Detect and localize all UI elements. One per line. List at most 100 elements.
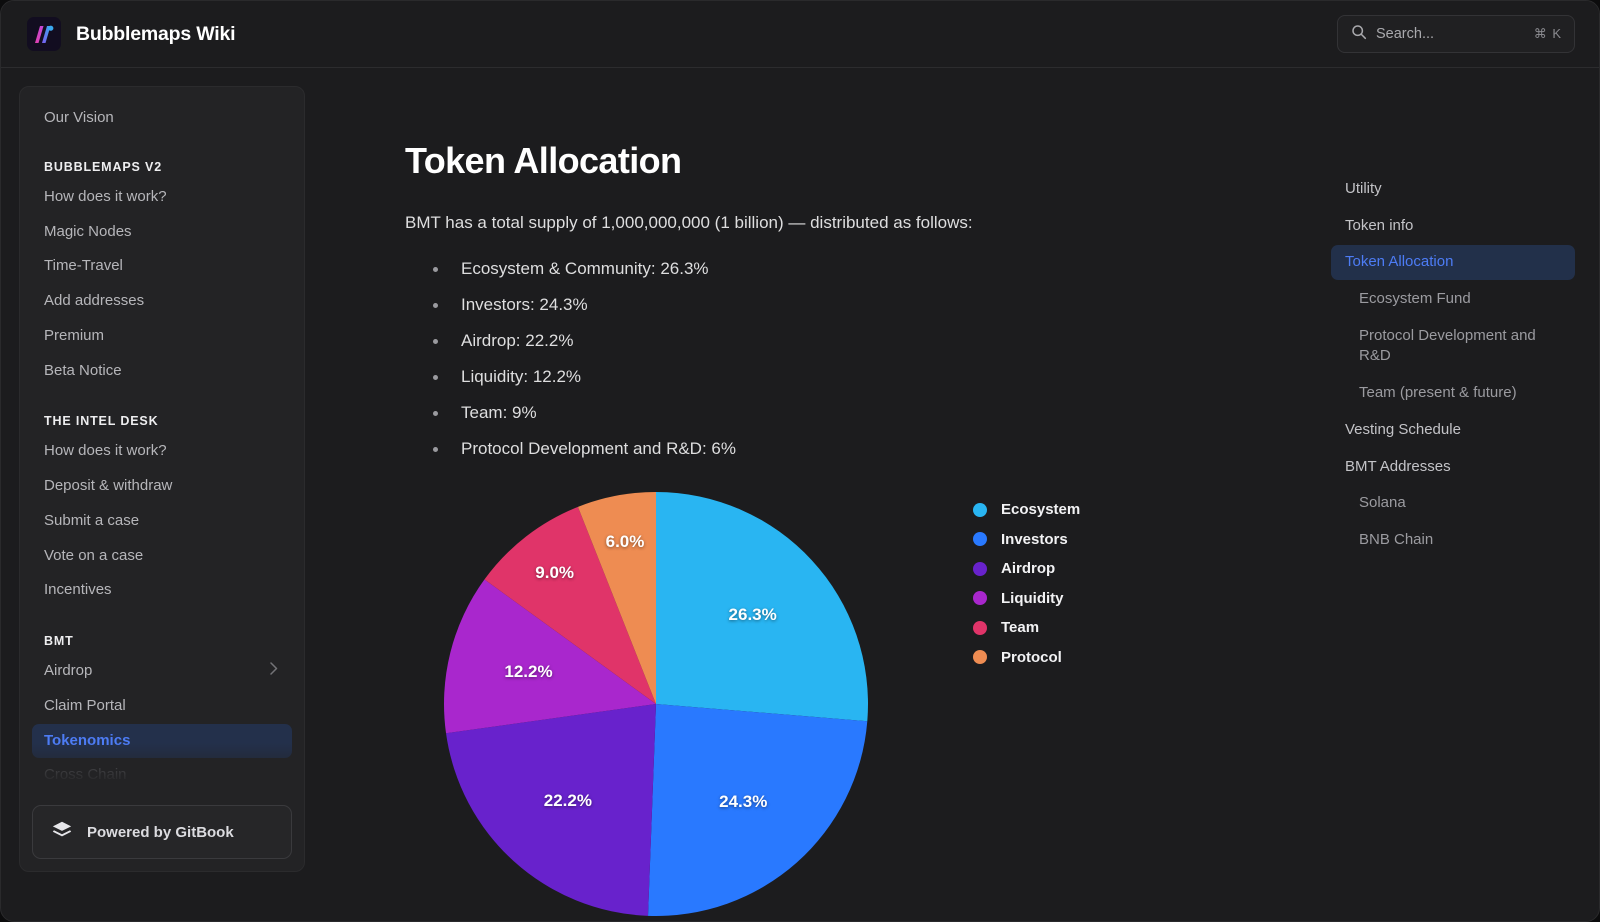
sidebar-panel: Our Vision BUBBLEMAPS V2 How does it work?… [19, 86, 305, 872]
intro-paragraph: BMT has a total supply of 1,000,000,000 … [405, 213, 973, 232]
pie-chart: 26.3% 24.3% 22.2% 12.2% 9.0% 6.0% [441, 489, 871, 919]
legend-label: Investors [1001, 530, 1068, 548]
toc-item-solana[interactable]: Solana [1359, 494, 1406, 512]
search-placeholder: Search... [1376, 26, 1435, 42]
chart-area: 26.3% 24.3% 22.2% 12.2% 9.0% 6.0% Ecosystem In… [405, 489, 1331, 919]
left-sidebar: Our Vision BUBBLEMAPS V2 How does it work?… [1, 68, 317, 921]
sidebar-group-bubblemaps-v2: BUBBLEMAPS V2 [44, 159, 163, 174]
legend-label: Liquidity [1001, 589, 1064, 607]
pie-slice-investors[interactable] [648, 704, 868, 916]
legend-label: Protocol [1001, 648, 1062, 666]
legend-item-investors[interactable]: Investors [973, 531, 1080, 548]
pie-slice-ecosystem[interactable] [656, 492, 868, 722]
allocation-list: Ecosystem & Community: 26.3% Investors: 2… [433, 259, 1331, 459]
sidebar-item-premium[interactable]: Premium [32, 319, 292, 354]
legend-label: Team [1001, 619, 1040, 636]
legend-color-swatch [973, 620, 987, 635]
sidebar-item-vote-on-a-case[interactable]: Vote on a case [32, 539, 292, 574]
allocation-list-item: Ecosystem & Community: 26.3% [433, 259, 1331, 279]
sidebar-group-bmt: BMT [44, 634, 74, 648]
toc-item-utility[interactable]: Utility [1345, 180, 1382, 197]
sidebar-item-beta-notice[interactable]: Beta Notice [32, 354, 292, 389]
allocation-list-item: Team: 9% [433, 403, 1331, 423]
sidebar-item-label: Our Vision [44, 109, 114, 126]
sidebar-item-how-does-it-work-[interactable]: How does it work? [32, 434, 292, 469]
chevron-right-icon[interactable] [270, 662, 280, 681]
legend-color-swatch [973, 561, 987, 576]
sidebar-group-the-intel-desk: THE INTEL DESK [44, 414, 159, 429]
legend-item-team[interactable]: Team [973, 619, 1080, 636]
legend-label: Airdrop [1001, 560, 1056, 577]
sidebar-item-label: Cross Chain [44, 766, 127, 784]
sidebar-item-add-addresses[interactable]: Add addresses [32, 284, 292, 319]
sidebar-item-claim-portal[interactable]: Claim Portal [32, 689, 292, 724]
sidebar-item-time-travel[interactable]: Time-Travel [32, 249, 292, 284]
legend-color-swatch [973, 532, 987, 546]
gitbook-label: Powered by GitBook [87, 823, 234, 841]
top-header: Bubblemaps Wiki Search... ⌘ K [1, 1, 1599, 68]
sidebar-item-label: Claim Portal [44, 696, 126, 714]
sidebar-item-label: How does it work? [44, 442, 167, 460]
sidebar-item-label: Submit a case [44, 511, 140, 529]
sidebar-item-magic-nodes[interactable]: Magic Nodes [32, 215, 292, 250]
search-shortcut: ⌘ K [1533, 26, 1562, 41]
pie-slice-liquidity[interactable] [444, 579, 656, 734]
search-icon [1351, 24, 1367, 45]
pie-label-liquidity: 12.2% [504, 662, 553, 682]
sidebar-item-label: Beta Notice [44, 361, 122, 379]
toc-item-team-present-future-[interactable]: Team (present & future) [1359, 384, 1517, 402]
pie-slice-protocol[interactable] [577, 492, 656, 704]
toc-item-bnb-chain[interactable]: BNB Chain [1359, 530, 1434, 548]
brand[interactable]: Bubblemaps Wiki [27, 17, 236, 51]
toc-item-ecosystem-fund[interactable]: Ecosystem Fund [1359, 290, 1471, 308]
bubblemaps-logo-icon [27, 17, 61, 51]
sidebar-item-our-vision[interactable]: Our Vision [32, 101, 292, 136]
allocation-list-item: Investors: 24.3% [433, 295, 1331, 315]
main-content: Token Allocation BMT has a total supply … [317, 68, 1331, 921]
sidebar-item-cross-chain[interactable]: Cross Chain [32, 758, 292, 793]
sidebar-item-submit-a-case[interactable]: Submit a case [32, 504, 292, 539]
allocation-list-item: Protocol Development and R&D: 6% [433, 439, 1331, 459]
sidebar-nav: Our Vision BUBBLEMAPS V2 How does it work?… [20, 101, 304, 793]
sidebar-item-incentives[interactable]: Incentives [32, 573, 292, 608]
legend-label: Ecosystem [1001, 501, 1081, 518]
pie-label-team: 9.0% [535, 563, 575, 583]
sidebar-item-deposit-withdraw[interactable]: Deposit & withdraw [32, 469, 292, 504]
pie-label-ecosystem: 26.3% [728, 604, 777, 624]
pie-slice-team[interactable] [484, 506, 656, 704]
pie-slice-airdrop[interactable] [446, 704, 656, 916]
gitbook-layers-icon [51, 819, 73, 846]
legend-color-swatch [973, 591, 987, 605]
legend-item-liquidity[interactable]: Liquidity [973, 590, 1080, 607]
allocation-list-item: Airdrop: 22.2% [433, 331, 1331, 351]
sidebar-item-label: How does it work? [44, 187, 167, 205]
sidebar-item-label: Time-Travel [44, 257, 123, 275]
legend-item-airdrop[interactable]: Airdrop [973, 560, 1080, 577]
legend-item-ecosystem[interactable]: Ecosystem [973, 501, 1080, 518]
legend-item-protocol[interactable]: Protocol [973, 649, 1080, 666]
toc-item-token-info[interactable]: Token info [1345, 216, 1414, 234]
toc-item-protocol-development-and-r-d[interactable]: Protocol Development and R&D [1359, 326, 1536, 365]
sidebar-item-label: Magic Nodes [44, 222, 132, 240]
brand-title: Bubblemaps Wiki [76, 22, 236, 45]
search-input[interactable]: Search... ⌘ K [1337, 15, 1575, 53]
sidebar-item-how-does-it-work-[interactable]: How does it work? [32, 180, 292, 215]
sidebar-item-label: Premium [44, 326, 105, 344]
legend-color-swatch [973, 650, 987, 664]
toc-item-token-allocation[interactable]: Token Allocation [1331, 245, 1575, 281]
sidebar-item-airdrop[interactable]: Airdrop [32, 654, 292, 689]
pie-label-airdrop: 22.2% [543, 791, 592, 811]
pie-label-protocol: 6.0% [605, 531, 645, 551]
sidebar-item-tokenomics[interactable]: Tokenomics [32, 723, 292, 759]
toc-item-vesting-schedule[interactable]: Vesting Schedule [1345, 420, 1461, 438]
chart-legend: Ecosystem Investors Airdrop Liquidity Team Pr… [973, 501, 1080, 666]
toc-item-bmt-addresses[interactable]: BMT Addresses [1345, 457, 1451, 475]
pie-label-investors: 24.3% [719, 792, 768, 812]
sidebar-item-label: Vote on a case [44, 546, 144, 564]
page-body: Our Vision BUBBLEMAPS V2 How does it work?… [1, 68, 1599, 921]
powered-by-gitbook-button[interactable]: Powered by GitBook [32, 805, 292, 859]
sidebar-item-label: Incentives [44, 581, 112, 599]
sidebar-item-label: Airdrop [44, 662, 93, 679]
allocation-list-item: Liquidity: 12.2% [433, 367, 1331, 387]
